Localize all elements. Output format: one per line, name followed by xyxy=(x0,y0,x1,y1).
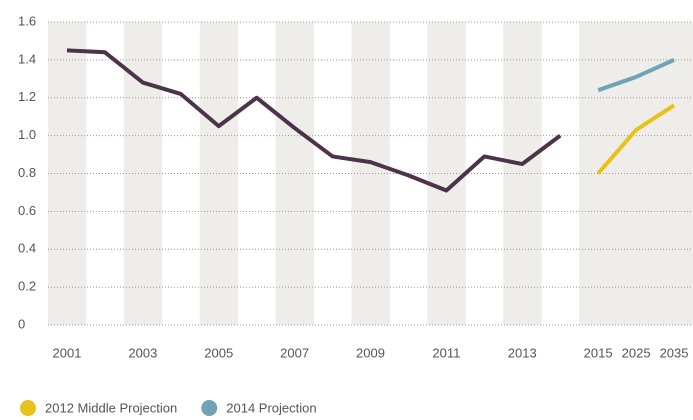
x-tick-label: 2013 xyxy=(508,345,537,360)
legend-marker xyxy=(20,400,36,416)
y-tick-label: 0.4 xyxy=(18,241,36,256)
y-tick-label: 1.4 xyxy=(18,51,36,66)
y-tick-label: 0.6 xyxy=(18,203,36,218)
x-tick-label: 2003 xyxy=(128,345,157,360)
y-tick-label: 0.2 xyxy=(18,279,36,294)
series-line xyxy=(596,103,676,175)
x-tick-label: 2025 xyxy=(622,345,651,360)
legend-label: 2014 Projection xyxy=(226,400,316,415)
x-tick-label: 2001 xyxy=(53,345,82,360)
column-stripe xyxy=(199,22,239,325)
column-stripe xyxy=(48,22,87,325)
x-tick-label: 2035 xyxy=(660,345,689,360)
series-line xyxy=(66,48,562,193)
y-tick-label: 1.0 xyxy=(18,127,36,142)
x-tick-label: 2005 xyxy=(204,345,233,360)
column-stripe xyxy=(655,22,693,325)
series-line xyxy=(597,58,675,93)
y-tick-label: 0.8 xyxy=(18,165,36,180)
legend-label: 2012 Middle Projection xyxy=(45,400,177,415)
x-tick-label: 2007 xyxy=(280,345,309,360)
y-tick-label: 1.2 xyxy=(18,89,36,104)
column-stripe xyxy=(427,22,466,325)
x-tick-label: 2015 xyxy=(584,345,613,360)
x-tick-label: 2009 xyxy=(356,345,385,360)
y-tick-label: 1.6 xyxy=(18,13,36,28)
x-tick-label: 2011 xyxy=(432,345,460,360)
y-tick-label: 0 xyxy=(18,316,25,331)
legend-marker xyxy=(201,400,218,416)
